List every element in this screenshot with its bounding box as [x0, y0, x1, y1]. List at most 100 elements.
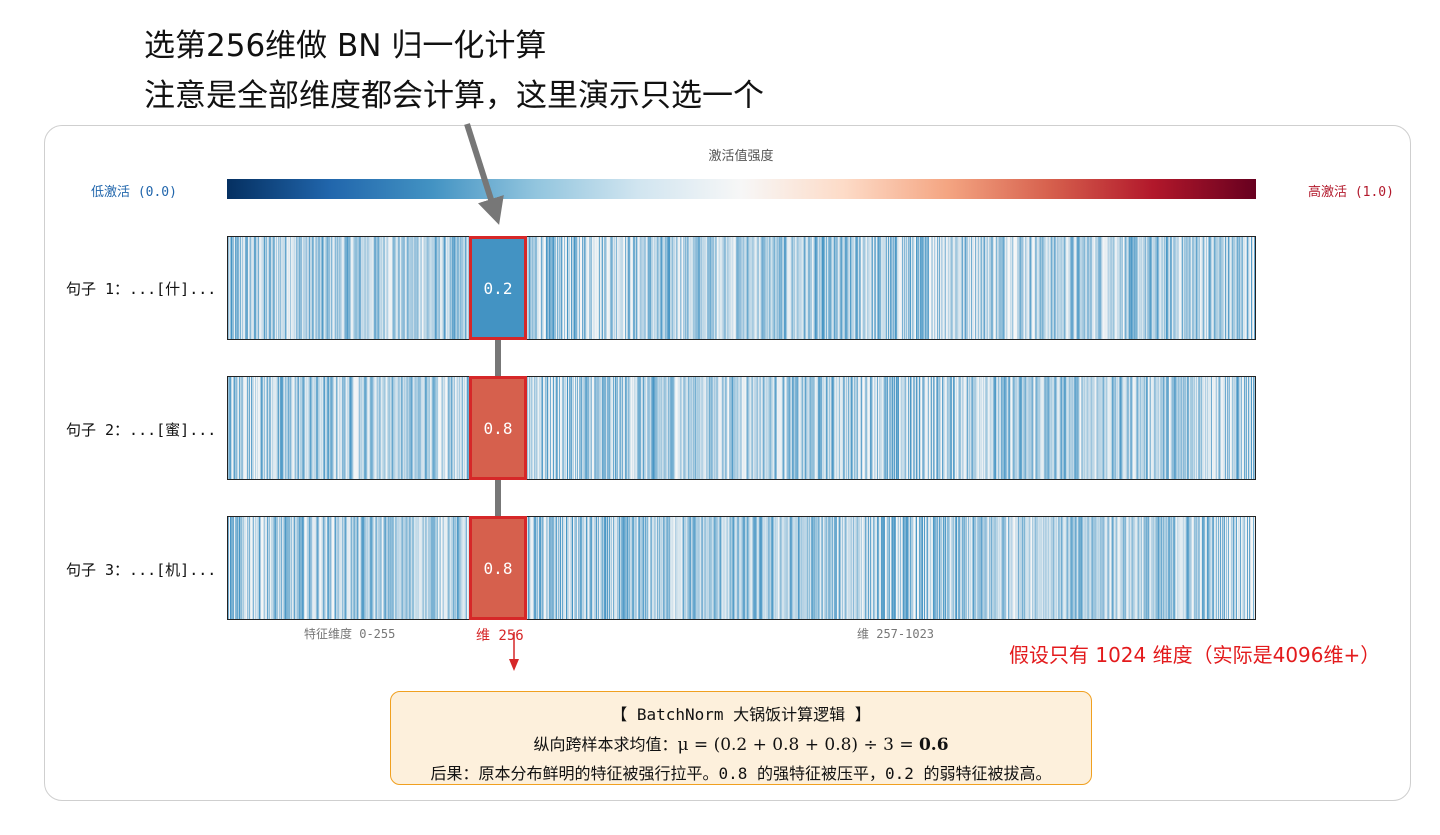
feature-stripe [1027, 237, 1029, 339]
feature-stripe [381, 517, 383, 619]
feature-stripe [1065, 237, 1067, 339]
feature-stripe [817, 517, 820, 619]
feature-stripe [621, 517, 623, 619]
feature-stripe [877, 237, 880, 339]
feature-stripe [741, 377, 743, 479]
feature-stripe [450, 377, 452, 479]
feature-stripe [572, 237, 574, 339]
feature-stripe [604, 237, 606, 339]
feature-stripe [717, 517, 719, 619]
feature-stripe [929, 377, 931, 479]
feature-stripe [636, 237, 638, 339]
feature-stripe [429, 517, 431, 619]
feature-stripe [241, 517, 243, 619]
feature-stripe [450, 237, 452, 339]
feature-stripe [748, 517, 750, 619]
feature-stripe [809, 517, 811, 619]
feature-stripe [1134, 517, 1136, 619]
feature-stripe [996, 237, 998, 339]
feature-stripe [229, 517, 231, 619]
feature-stripe [678, 377, 680, 479]
feature-stripe [658, 377, 660, 479]
feature-stripe [532, 517, 535, 619]
feature-stripe [333, 377, 335, 479]
feature-stripe [459, 377, 461, 479]
feature-stripe [713, 517, 715, 619]
feature-stripe [540, 377, 543, 479]
feature-stripe [300, 377, 302, 479]
feature-stripe [1233, 377, 1236, 479]
feature-stripe [953, 377, 955, 479]
feature-stripe [1189, 377, 1192, 479]
feature-stripe [1167, 377, 1170, 479]
feature-stripe [574, 237, 576, 339]
feature-stripe [1099, 377, 1101, 479]
feature-stripe [400, 237, 402, 339]
feature-stripe [276, 517, 278, 619]
feature-stripe [1063, 517, 1065, 619]
feature-stripe [896, 237, 899, 339]
feature-stripe [295, 377, 297, 479]
feature-stripe [419, 237, 421, 339]
feature-stripe [318, 377, 320, 479]
feature-stripe [685, 377, 687, 479]
feature-stripe [587, 377, 589, 479]
feature-stripe [728, 377, 730, 479]
feature-stripe [753, 377, 755, 479]
feature-stripe [649, 517, 651, 619]
feature-stripe [653, 517, 655, 619]
feature-stripe [1159, 517, 1162, 619]
feature-stripe [893, 377, 896, 479]
feature-stripe [1026, 517, 1028, 619]
feature-stripe [1220, 517, 1223, 619]
feature-stripe [337, 377, 339, 479]
feature-stripe [386, 517, 388, 619]
feature-stripe [366, 517, 368, 619]
feature-stripe [800, 377, 802, 479]
feature-stripe [1102, 517, 1104, 619]
feature-stripe [942, 377, 944, 479]
feature-stripe [600, 517, 602, 619]
feature-stripe [1216, 377, 1219, 479]
feature-stripe [862, 517, 865, 619]
feature-stripe [1035, 237, 1037, 339]
feature-stripe [633, 237, 635, 339]
feature-stripe [894, 517, 897, 619]
feature-stripe [793, 517, 795, 619]
feature-stripe [1216, 237, 1219, 339]
feature-stripe [354, 377, 356, 479]
feature-stripe [1121, 237, 1123, 339]
feature-stripe [371, 377, 373, 479]
feature-stripe [1043, 517, 1045, 619]
feature-stripe [713, 237, 715, 339]
feature-stripe [1019, 377, 1021, 479]
feature-stripe [945, 237, 947, 339]
feature-stripe [1244, 377, 1247, 479]
feature-stripe [464, 377, 466, 479]
feature-stripe [1118, 517, 1120, 619]
feature-stripe [715, 517, 717, 619]
feature-stripe [1155, 237, 1158, 339]
feature-stripe [1209, 377, 1212, 479]
feature-stripe [304, 237, 306, 339]
feature-stripe [306, 237, 308, 339]
feature-stripe [399, 237, 401, 339]
feature-stripe [931, 517, 933, 619]
feature-stripe [1052, 237, 1054, 339]
feature-stripe [951, 237, 953, 339]
feature-stripe [529, 377, 532, 479]
feature-stripe [278, 237, 280, 339]
feature-stripe [1116, 237, 1118, 339]
feature-stripe [254, 377, 256, 479]
feature-stripe [849, 237, 852, 339]
feature-stripe [936, 237, 938, 339]
feature-stripe [722, 377, 724, 479]
feature-stripe [882, 517, 885, 619]
feature-stripe [1245, 377, 1248, 479]
feature-stripe [850, 237, 853, 339]
feature-stripe [1117, 377, 1119, 479]
feature-stripe [719, 377, 721, 479]
feature-stripe [877, 517, 880, 619]
feature-stripe [774, 237, 776, 339]
feature-stripe [294, 237, 296, 339]
